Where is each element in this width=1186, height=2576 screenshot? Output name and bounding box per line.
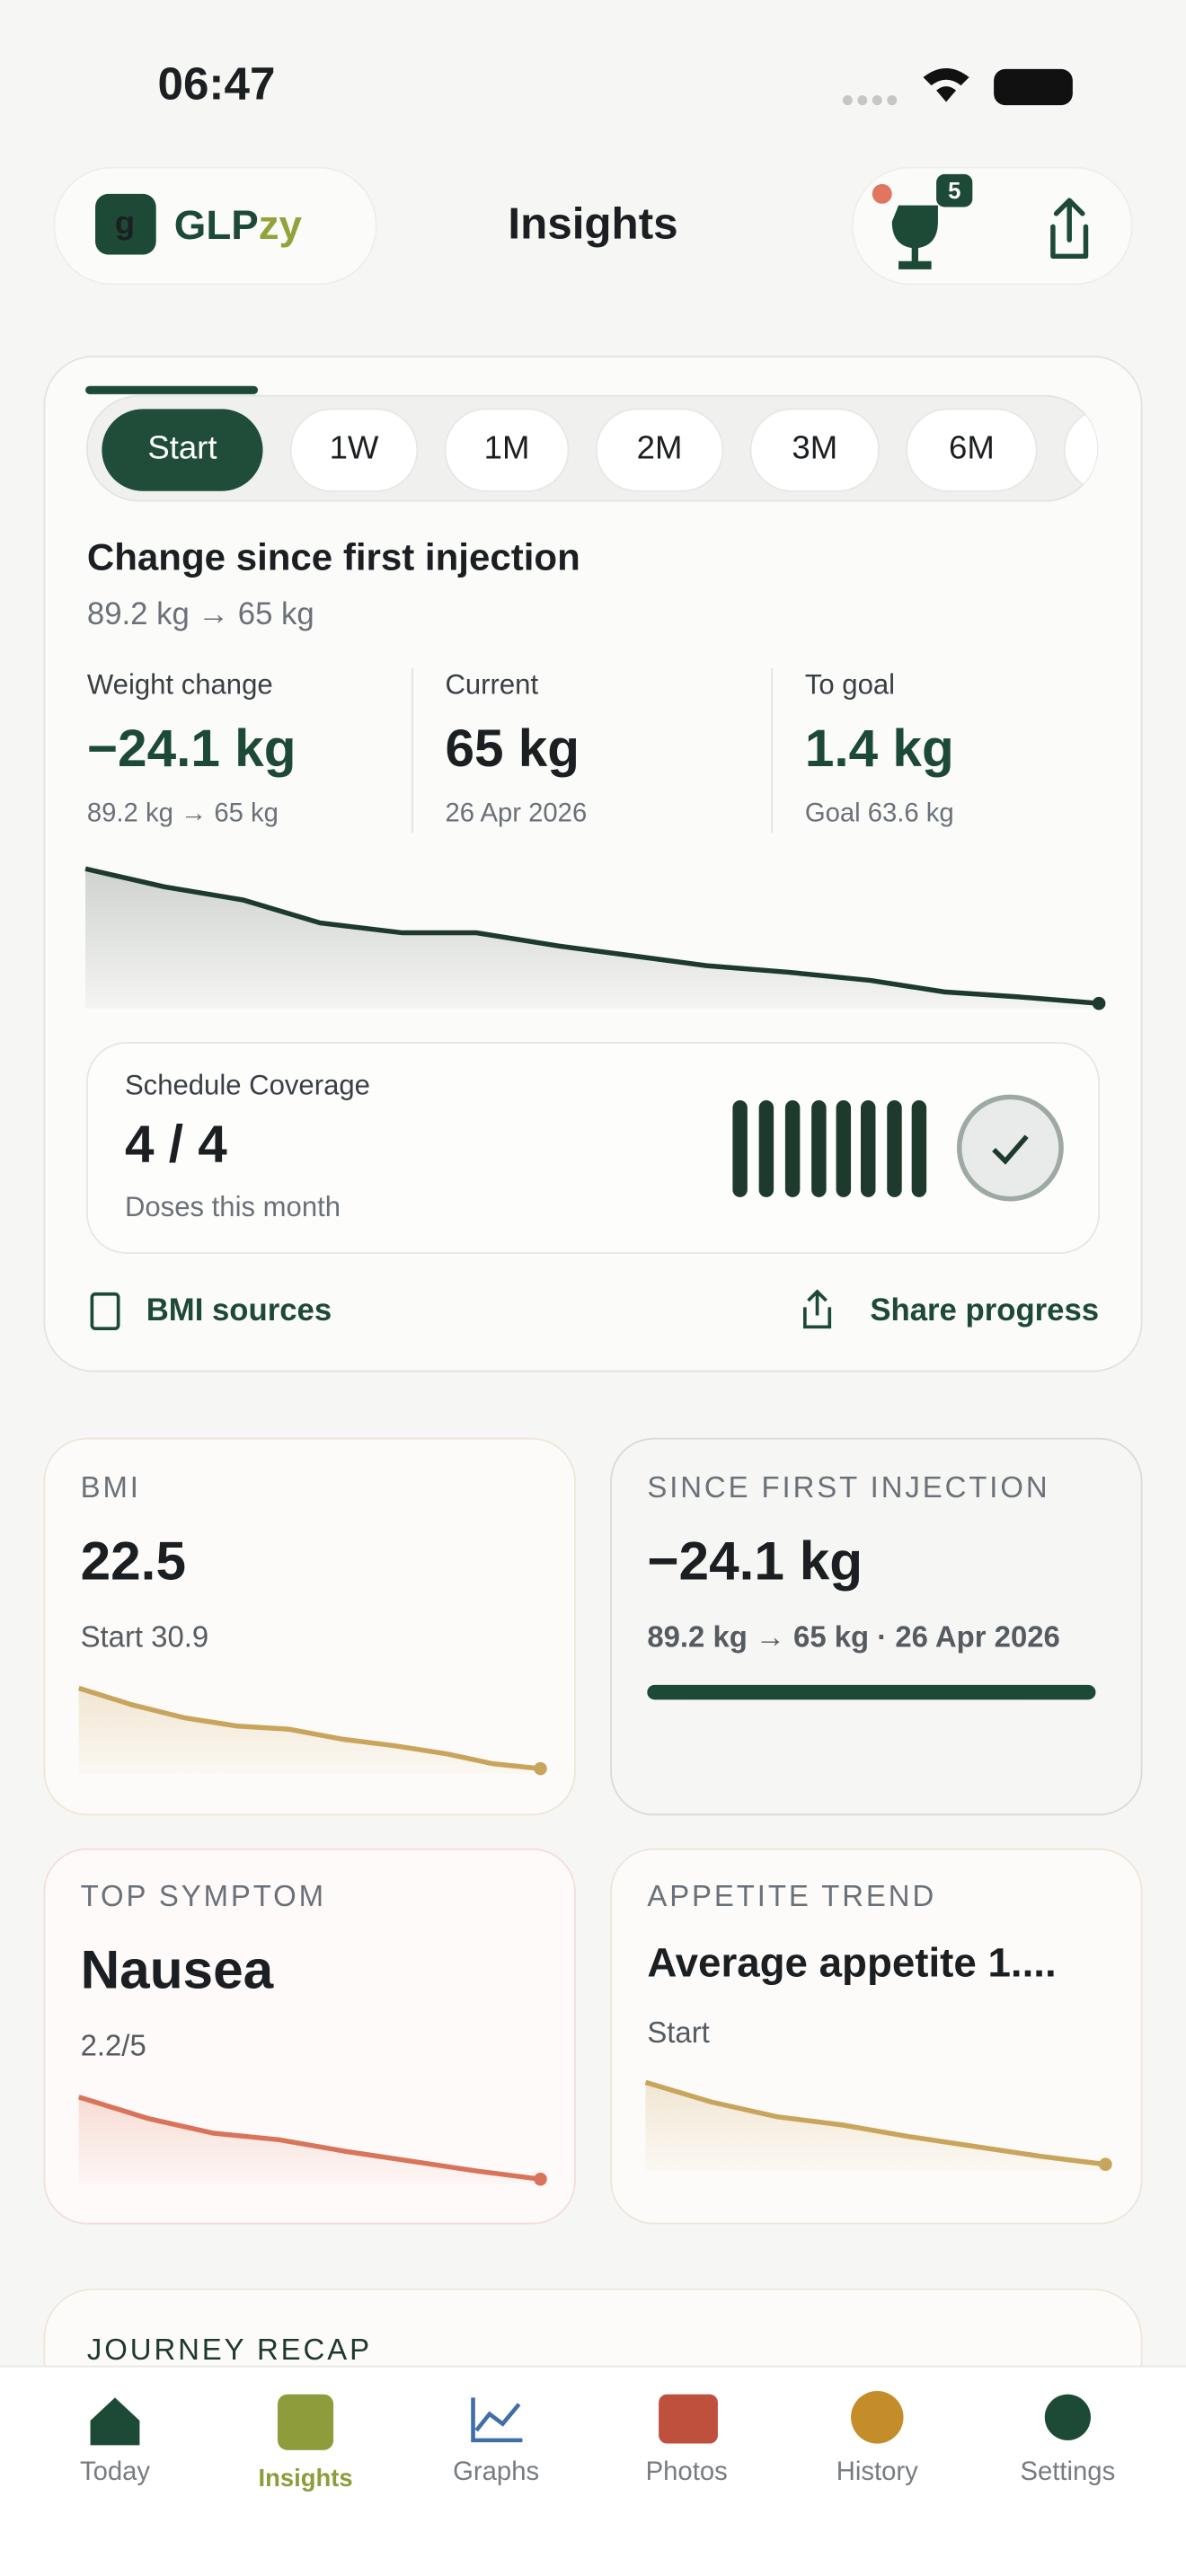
card-note: 2.2/5 [81, 2029, 146, 2062]
range-tab[interactable] [289, 408, 419, 492]
bmi-sources-link[interactable]: BMI sources [146, 1293, 332, 1328]
nav-label[interactable]: Graphs [453, 2457, 539, 2486]
trophy-icon[interactable] [891, 205, 938, 269]
card-note: 89.2 kg → 65 kg · 26 Apr 2026 [647, 1619, 1060, 1653]
brand-logo [95, 193, 156, 255]
badge [936, 173, 973, 207]
graphs-icon [471, 2397, 523, 2443]
range-tab-label: 1M [484, 429, 530, 466]
brand-suffix: zy [259, 202, 303, 248]
doc-icon [90, 1292, 120, 1330]
appetite-endpoint [1099, 2157, 1112, 2172]
card-value: 22.5 [81, 1530, 186, 1591]
history-icon [851, 2391, 904, 2444]
settings-icon [1044, 2394, 1091, 2440]
card-note: Start [647, 2016, 709, 2049]
range-tab[interactable] [595, 408, 724, 492]
range-tab-label: 3M [792, 429, 837, 466]
bmi-line [77, 1685, 541, 1771]
range-tab[interactable] [444, 408, 570, 492]
photos-icon [659, 2394, 718, 2444]
notification-dot [872, 183, 892, 204]
wifi-icon [923, 67, 969, 102]
appetite-line [644, 2079, 1106, 2167]
schedule-box [85, 1042, 1101, 1254]
cards: BMI 22.5 Start 30.9 SINCE FIRST INJECTION −2… [81, 1470, 1060, 2062]
stat-label: Current [445, 669, 538, 701]
schedule-note: Doses this month [125, 1191, 341, 1222]
share-button[interactable] [1050, 198, 1089, 260]
weight-line [84, 866, 1100, 1006]
weight-endpoint [1092, 996, 1106, 1010]
brand-name: GLPzy [174, 202, 303, 248]
stat-value: 1.4 kg [805, 719, 954, 778]
range-tab[interactable] [102, 409, 263, 491]
range-tab-label: 6M [949, 429, 995, 466]
range-tab-label: Start [147, 429, 217, 466]
tab-bar [0, 2366, 1186, 2576]
today-icon [90, 2397, 140, 2446]
progress-bar [647, 1684, 1096, 1700]
stats: Weight change −24.1 kg 89.2 kg → 65 kg Curr… [87, 669, 954, 828]
nav-label[interactable]: History [836, 2457, 918, 2486]
page-title: Insights [508, 198, 677, 248]
nav: Today Insights Graphs Photos History Settings [80, 2457, 1115, 2492]
nav-label[interactable]: Settings [1021, 2457, 1116, 2486]
brand-prefix: GLP [174, 202, 259, 248]
stat-label: Weight change [87, 669, 273, 701]
symptom-area [78, 2096, 541, 2184]
check-mark [992, 1134, 1029, 1165]
stat-label: To goal [805, 669, 895, 701]
bmi-endpoint [534, 1761, 547, 1776]
card-label: APPETITE TREND [647, 1879, 936, 1912]
signal [842, 95, 898, 106]
symptom-endpoint [534, 2172, 547, 2186]
dose-bars [732, 1100, 927, 1197]
stat-note: 89.2 kg → 65 kg [87, 799, 279, 828]
card-value: Average appetite 1.... [647, 1940, 1056, 1986]
battery-icon [994, 68, 1073, 106]
symptom-line [77, 2095, 541, 2182]
logo-glyph: g [115, 204, 135, 241]
summary-subtitle: 89.2 kg → 65 kg [87, 597, 314, 631]
share-icon [803, 1289, 832, 1329]
card-label: TOP SYMPTOM [81, 1879, 326, 1912]
range-tab-label: 1W [330, 429, 379, 466]
stat-note: Goal 63.6 kg [805, 799, 954, 828]
card-value: Nausea [81, 1939, 274, 2000]
scroll-indicator [85, 385, 259, 394]
card-value: −24.1 kg [647, 1530, 863, 1591]
card-label: BMI [81, 1470, 141, 1504]
range-tab[interactable] [906, 408, 1038, 492]
stat-value: −24.1 kg [87, 719, 296, 778]
nav-label[interactable]: Photos [646, 2457, 728, 2486]
nav-label[interactable]: Today [80, 2457, 150, 2486]
card-note: Start 30.9 [81, 1619, 209, 1653]
range-tab[interactable] [749, 408, 881, 492]
stat-value: 65 kg [445, 719, 580, 778]
status-time: 06:47 [158, 58, 276, 110]
card-label: SINCE FIRST INJECTION [647, 1470, 1049, 1504]
check-circle [956, 1094, 1064, 1202]
nav-label[interactable]: Insights [259, 2464, 353, 2492]
share-progress-link[interactable]: Share progress [870, 1293, 1099, 1328]
schedule-label: Schedule Coverage [125, 1070, 370, 1101]
recap-title: JOURNEY RECAP [87, 2333, 372, 2366]
schedule-value: 4 / 4 [125, 1116, 227, 1174]
insights-icon [277, 2394, 334, 2450]
weight-area [85, 869, 1100, 1009]
range-tab-label: 2M [637, 429, 683, 466]
summary-title: Change since first injection [87, 536, 580, 578]
card [610, 1437, 1143, 1816]
stat-note: 26 Apr 2026 [445, 799, 587, 828]
badge-count: 5 [948, 179, 960, 204]
